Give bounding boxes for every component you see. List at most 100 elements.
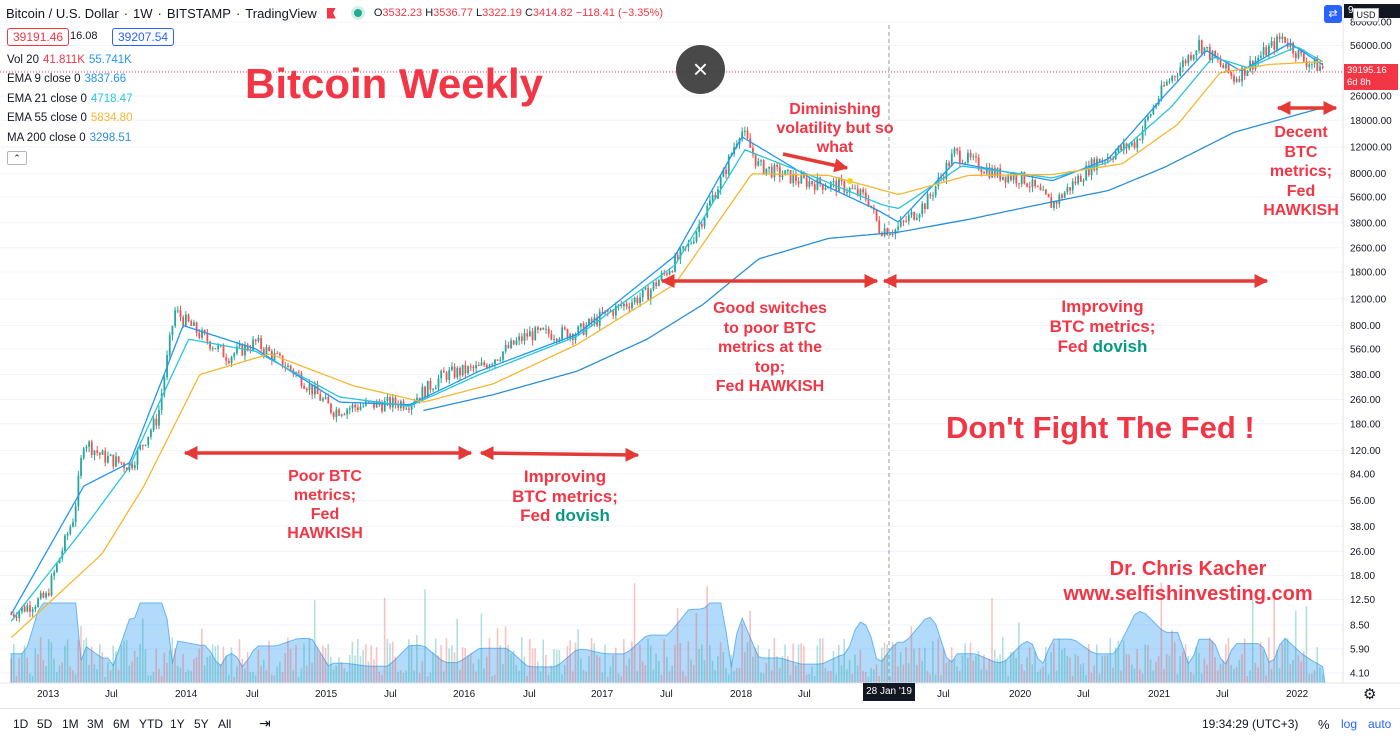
volume-bar xyxy=(227,674,230,683)
candle-body xyxy=(886,228,889,235)
volume-bar xyxy=(198,648,201,683)
volume-bar xyxy=(104,676,106,683)
candle-body xyxy=(300,373,303,387)
volume-bar xyxy=(244,668,246,683)
auto-toggle[interactable]: auto xyxy=(1368,717,1392,731)
flag-icon[interactable] xyxy=(326,7,336,19)
legend-ema9[interactable]: EMA 9 close 0 3837.66 xyxy=(7,73,127,85)
candle-body xyxy=(824,187,827,190)
interval[interactable]: 1W xyxy=(133,5,153,21)
timeframe-5d[interactable]: 5D xyxy=(37,717,53,731)
timeframe-3m[interactable]: 3M xyxy=(87,717,104,731)
volume-bar xyxy=(45,666,47,683)
legend-ema55[interactable]: EMA 55 close 0 5834.80 xyxy=(7,112,133,124)
candle-body xyxy=(1319,66,1321,71)
candle-body xyxy=(1176,75,1179,77)
candle-body xyxy=(1206,46,1209,48)
legend-ma200[interactable]: MA 200 close 0 3298.51 xyxy=(7,132,132,144)
candle-body xyxy=(1238,78,1241,82)
percent-toggle[interactable]: % xyxy=(1318,717,1330,732)
candle-body xyxy=(448,369,451,380)
currency-selector[interactable]: USD xyxy=(1353,8,1379,22)
candle-body xyxy=(160,393,163,411)
volume-bar xyxy=(12,643,15,683)
candle-body xyxy=(848,187,851,193)
candle-body xyxy=(1294,53,1297,58)
compare-icon[interactable]: ⇄ xyxy=(1324,5,1342,23)
volume-bar xyxy=(1004,659,1007,683)
volume-bar xyxy=(1182,651,1184,683)
volume-bar xyxy=(958,670,961,683)
candle-body xyxy=(1058,194,1061,204)
low-value: 3322.19 xyxy=(482,7,522,19)
legend-ema21[interactable]: EMA 21 close 0 4718.47 xyxy=(7,93,133,105)
candle-body xyxy=(1004,176,1007,183)
settings-gear-icon[interactable]: ⚙ xyxy=(1363,686,1377,703)
candle-body xyxy=(1087,165,1090,176)
volume-bar xyxy=(413,670,416,683)
annotation-arrows xyxy=(183,101,1338,462)
ohlc-values: O3532.23 H3536.77 L3322.19 C3414.82 −118… xyxy=(373,7,663,19)
volume-bar xyxy=(265,670,268,683)
volume-bar xyxy=(996,658,999,683)
volume-bar xyxy=(507,644,510,683)
close-icon[interactable]: × xyxy=(676,45,725,94)
volume-bar xyxy=(391,641,394,683)
volume-bar xyxy=(1265,675,1267,683)
candle-body xyxy=(666,273,668,275)
volume-bar xyxy=(1206,664,1208,683)
candle-body xyxy=(96,450,99,453)
volume-bar xyxy=(1179,656,1181,683)
candle-body xyxy=(781,175,784,178)
candle-body xyxy=(61,551,64,559)
candle-body xyxy=(991,167,994,178)
timeframe-6m[interactable]: 6M xyxy=(113,717,130,731)
candle-body xyxy=(749,138,752,148)
candle-body xyxy=(93,450,96,455)
timeframe-5y[interactable]: 5Y xyxy=(194,717,209,731)
timeframe-1m[interactable]: 1M xyxy=(62,717,79,731)
candle-body xyxy=(816,177,819,191)
price-axis-ticks: 80000.0056000.0038000.0026000.0018000.00… xyxy=(1350,18,1392,680)
legend-collapse-button[interactable]: ⌃ xyxy=(7,151,27,165)
volume-bar xyxy=(620,676,622,683)
volume-bar xyxy=(1136,648,1138,683)
timeframe-1y[interactable]: 1Y xyxy=(170,717,185,731)
candle-body xyxy=(494,359,496,365)
volume-bar xyxy=(698,649,700,683)
timeframe-ytd[interactable]: YTD xyxy=(139,717,163,731)
candle-body xyxy=(26,605,29,612)
candle-body xyxy=(389,397,392,408)
volume-bar xyxy=(327,643,330,683)
symbol-name[interactable]: Bitcoin / U.S. Dollar xyxy=(6,5,119,21)
candle-body xyxy=(155,418,158,426)
source: TradingView xyxy=(245,5,317,21)
volume-bar xyxy=(706,586,708,683)
candle-body xyxy=(762,160,765,175)
candle-body xyxy=(195,322,198,333)
legend-vol[interactable]: Vol 20 41.811K 55.741K xyxy=(7,54,132,66)
timeframe-all[interactable]: All xyxy=(218,717,232,731)
candle-body xyxy=(273,353,276,361)
bid-price-box[interactable]: 39191.46 xyxy=(7,28,70,46)
volume-bar xyxy=(881,647,883,683)
candle-body xyxy=(270,351,273,361)
clock[interactable]: 19:34:29 (UTC+3) xyxy=(1202,717,1299,731)
ask-price-box[interactable]: 39207.54 xyxy=(112,28,175,46)
candle-body xyxy=(832,180,835,183)
candle-body xyxy=(924,203,926,210)
candle-body xyxy=(437,378,440,388)
volume-bar xyxy=(475,671,477,683)
date-range-icon[interactable]: ⇥ xyxy=(259,715,271,731)
log-toggle[interactable]: log xyxy=(1341,717,1358,731)
candle-body xyxy=(639,297,641,304)
candle-body xyxy=(1120,146,1123,151)
candle-body xyxy=(851,187,854,189)
volume-bar xyxy=(1292,660,1294,683)
timeframe-1d[interactable]: 1D xyxy=(13,717,29,731)
candle-body xyxy=(252,339,254,351)
candle-body xyxy=(1015,174,1018,184)
candle-body xyxy=(786,170,789,172)
